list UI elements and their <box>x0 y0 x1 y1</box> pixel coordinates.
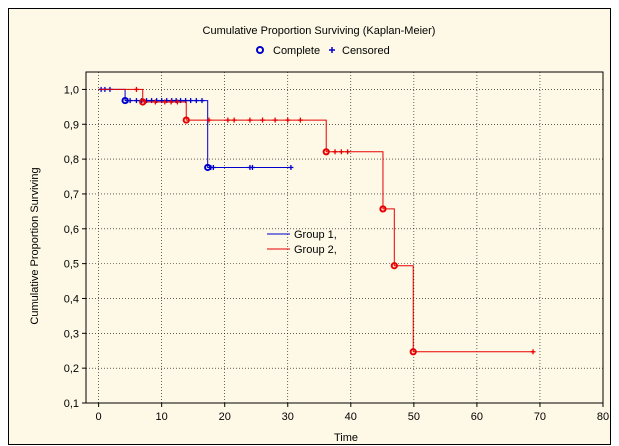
legend-censored-label: Censored <box>342 45 390 57</box>
group-2-censored-point <box>168 99 174 105</box>
legend-complete-label: Complete <box>273 45 320 57</box>
y-tick-label: 0,4 <box>64 293 79 305</box>
group-2-censored-point <box>272 117 278 123</box>
group-2-censored-point <box>225 117 231 123</box>
y-axis-label: Cumulative Proportion Surviving <box>29 167 41 324</box>
x-tick-label: 50 <box>408 411 420 423</box>
group-2-censored-point <box>260 117 266 123</box>
y-tick-label: 0,7 <box>64 189 79 201</box>
group-2-censored-point <box>297 117 303 123</box>
x-tick-label: 0 <box>96 411 102 423</box>
group-2-complete-point <box>139 98 147 106</box>
complete-marker-icon <box>256 46 264 54</box>
group-1-censored-point <box>249 164 255 170</box>
x-tick-label: 20 <box>219 411 231 423</box>
group-2-censored-point <box>231 117 237 123</box>
gridlines <box>86 72 604 404</box>
plot-area <box>85 71 604 404</box>
group-2-censored-point <box>285 117 291 123</box>
censored-marker-icon <box>329 47 335 53</box>
group-2-complete-point <box>390 262 398 270</box>
group-2-complete-point <box>322 148 330 156</box>
group-1-complete-point <box>204 163 212 172</box>
legend-group1-label: Group 1, <box>294 229 337 241</box>
y-tick-label: 0,5 <box>64 259 79 271</box>
y-tick-label: 0,8 <box>64 154 79 166</box>
group-2-censored-point <box>332 149 338 155</box>
group-2-complete-point <box>182 116 190 124</box>
x-axis-label: Time <box>334 432 358 444</box>
group-1-censored-point <box>133 98 139 104</box>
group-1-censored-point <box>199 98 205 104</box>
x-tick-label: 60 <box>471 411 483 423</box>
y-tick-label: 0,6 <box>64 224 79 236</box>
group-2-censored-point <box>206 117 212 123</box>
top-legend: Complete Censored <box>256 45 390 57</box>
group-2-censored-point <box>162 99 168 105</box>
group-1-censored-point <box>288 164 294 170</box>
x-tick-label: 80 <box>597 411 609 423</box>
x-tick-label: 10 <box>156 411 168 423</box>
chart-frame: Cumulative Proportion Surviving (Kaplan-… <box>8 8 611 445</box>
y-tick-label: 0,2 <box>64 363 79 375</box>
x-tick-label: 40 <box>345 411 357 423</box>
group-2-censored-point <box>530 349 536 355</box>
legend-group2-label: Group 2, <box>294 244 337 256</box>
group-2-complete-point <box>379 205 387 213</box>
group-2-censored-point <box>133 86 139 92</box>
kaplan-meier-chart: Cumulative Proportion Surviving (Kaplan-… <box>29 25 609 444</box>
y-tick-label: 0,3 <box>64 328 79 340</box>
x-tick-label: 70 <box>534 411 546 423</box>
group-2-complete-point <box>409 348 417 356</box>
x-tick-label: 30 <box>282 411 294 423</box>
group-1-censored-point <box>193 98 199 104</box>
group-2-censored-point <box>247 117 253 123</box>
y-tick-label: 1,0 <box>64 84 79 96</box>
group-2-censored-point <box>338 149 344 155</box>
y-tick-label: 0,1 <box>64 398 79 410</box>
group-1-censored-point <box>188 98 194 104</box>
group-2-survival-line <box>98 88 534 353</box>
group-2-censored-point <box>345 149 351 155</box>
series-layer <box>98 86 536 356</box>
group-1-complete-point <box>121 96 129 105</box>
group-2-censored-point <box>174 99 180 105</box>
inner-legend: Group 1, Group 2, <box>267 229 337 256</box>
chart-title: Cumulative Proportion Surviving (Kaplan-… <box>203 25 436 37</box>
group-2-censored-point <box>152 99 158 105</box>
axis-ticks: 0,1 0,2 0,3 0,4 0,5 0,6 0,7 0,8 0,9 1,0 0 10 20 30 40 5… <box>64 84 609 423</box>
group-1-censored-point <box>210 164 216 170</box>
y-tick-label: 0,9 <box>64 119 79 131</box>
